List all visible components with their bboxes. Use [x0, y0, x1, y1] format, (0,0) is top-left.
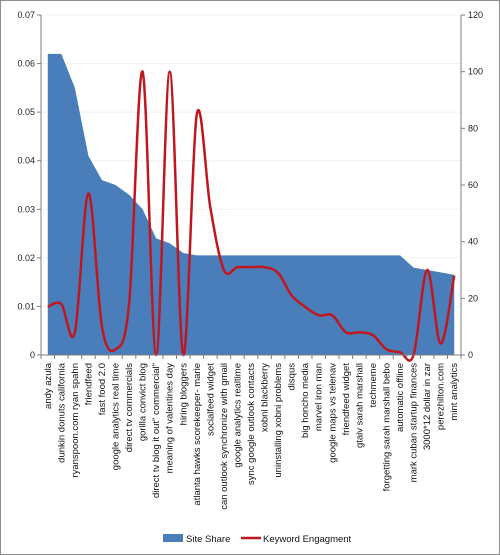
category-label: gorilla convict blog	[138, 363, 149, 441]
category-label: friendfeed widget	[341, 363, 352, 436]
left-tick-label: 0.04	[17, 156, 35, 166]
category-label: ryanspoon.com ryan spahn	[70, 363, 81, 478]
category-label: mint analytics	[449, 363, 460, 421]
category-label: forgetting sarah marshall bebo	[381, 363, 392, 491]
legend: Site Share Keyword Engagment	[163, 534, 352, 545]
category-label: hiring bloggers	[178, 363, 189, 426]
category-label: google maps vs telenav	[327, 363, 338, 463]
right-tick-label: 20	[468, 293, 478, 303]
right-tick-label: 120	[468, 10, 483, 20]
category-label: techmeme	[368, 363, 379, 407]
keyword-engagement-line	[47, 70, 456, 362]
category-label: 3000*12 dollar in zar	[422, 363, 433, 450]
right-tick-label: 100	[468, 67, 483, 77]
category-label: google analytics realtime	[232, 363, 243, 468]
category-label: meaning of valentines day	[165, 363, 176, 474]
category-label: fast food 2.0	[97, 363, 108, 415]
category-label: perezhilton.com	[436, 363, 447, 430]
category-label: google analytics real time	[111, 363, 122, 470]
legend-site-share-swatch	[163, 534, 183, 542]
category-label: andy azula	[43, 362, 54, 409]
left-tick-label: 0.01	[17, 301, 35, 311]
category-label: big honcho media	[300, 362, 311, 438]
category-label: uninstalling xobni problems	[273, 363, 284, 478]
left-axis-ticks: 0 0.01 0.02 0.03 0.04 0.05 0.06 0.07	[17, 10, 41, 360]
category-label: atlanta hawks scorekeeper- marie	[192, 363, 203, 506]
keyword-engagement-line-layer	[47, 70, 456, 362]
category-label: can outlook synchronize with gmail	[219, 363, 230, 510]
category-label: dunkin donuts california	[56, 362, 67, 463]
right-tick-label: 0	[468, 350, 473, 360]
right-tick-label: 40	[468, 237, 478, 247]
category-label: sync google outlook contacts	[246, 363, 257, 485]
category-label: socialfeed widget	[205, 363, 216, 436]
left-tick-label: 0.07	[17, 10, 35, 20]
site-share-area-layer	[47, 53, 455, 355]
right-axis-ticks: 0 20 40 60 80 100 120	[461, 10, 483, 360]
left-tick-label: 0	[30, 350, 35, 360]
category-label: direct tv commercials	[124, 363, 135, 452]
site-share-area	[47, 53, 455, 355]
category-label: gtaiv sarah marshall	[354, 363, 365, 448]
left-tick-label: 0.02	[17, 253, 35, 263]
category-labels: andy azula dunkin donuts california ryansp…	[43, 362, 460, 510]
left-tick-label: 0.06	[17, 59, 35, 69]
category-label: mark cuban startup finances	[409, 363, 420, 483]
right-tick-label: 60	[468, 180, 478, 190]
category-label: direct tv blog it out" commercial"	[151, 363, 162, 498]
left-tick-label: 0.05	[17, 107, 35, 117]
category-label: disqus	[287, 363, 298, 391]
legend-keyword-engagement-label: Keyword Engagment	[263, 534, 352, 545]
right-tick-label: 80	[468, 123, 478, 133]
left-tick-label: 0.03	[17, 204, 35, 214]
category-label: friendfeed	[83, 363, 94, 405]
legend-site-share-label: Site Share	[186, 534, 230, 545]
category-label: marvel iron man	[314, 363, 325, 431]
category-label: xobni blackberry	[260, 363, 271, 432]
category-label: automatic offline	[395, 363, 406, 432]
